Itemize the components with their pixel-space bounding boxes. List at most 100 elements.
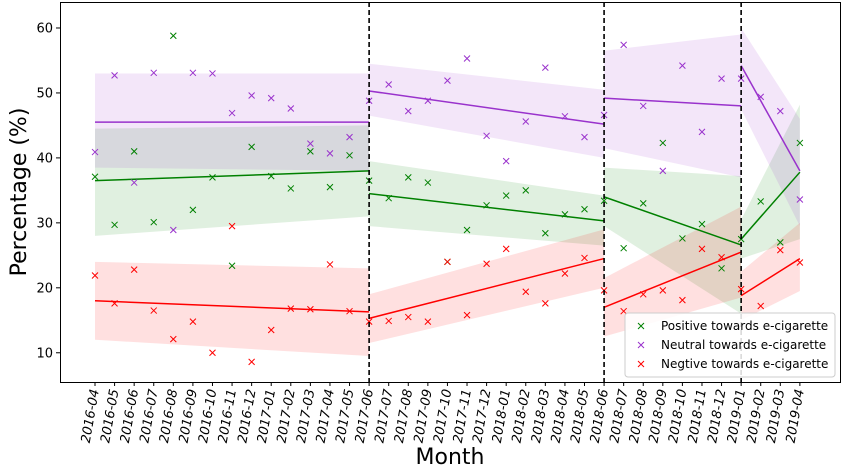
x-axis-title: Month	[416, 445, 485, 470]
legend-box	[624, 312, 836, 378]
point-series2-33	[737, 285, 745, 293]
y-axis-ticks: 10 20 30 40 50 60	[36, 21, 60, 361]
point-series1-11	[307, 140, 314, 147]
point-series1-15	[385, 81, 393, 88]
band-series0-seg1	[369, 161, 605, 246]
point-series0-27	[620, 244, 628, 252]
point-series0-16	[404, 174, 412, 181]
point-series0-1	[111, 221, 118, 229]
point-series0-7	[228, 262, 236, 270]
point-series1-17	[424, 97, 432, 105]
point-series2-14	[365, 318, 373, 325]
point-series2-13	[346, 307, 353, 315]
point-series0-25	[581, 205, 588, 213]
point-series0-5	[189, 206, 197, 214]
point-series2-5	[189, 318, 197, 325]
point-series1-8	[248, 92, 255, 99]
point-series0-12	[326, 183, 334, 191]
point-series1-13	[346, 133, 353, 141]
legend: Positive towards e-cigarette Neutral towa…	[624, 312, 836, 378]
point-series1-2	[130, 179, 138, 186]
point-series1-25	[581, 133, 588, 141]
point-series1-9	[267, 94, 275, 102]
point-series0-8	[248, 143, 255, 151]
point-series2-20	[483, 260, 490, 268]
point-series1-18	[444, 77, 451, 84]
point-series2-21	[502, 245, 510, 253]
trend-series2-seg1	[368, 257, 605, 320]
point-series2-16	[404, 313, 412, 321]
point-series2-11	[307, 305, 314, 313]
point-series2-2	[130, 266, 138, 273]
band-series2-seg3	[741, 222, 800, 321]
point-series0-29	[659, 139, 667, 147]
trend-series0-seg3	[740, 171, 801, 240]
point-series1-7	[228, 109, 236, 117]
trend-series2-seg2	[603, 251, 742, 308]
point-series2-23	[541, 300, 549, 307]
point-series2-7	[228, 222, 236, 230]
point-series0-4	[169, 32, 177, 40]
x-axis-ticks: 2016-042016-052016-062016-072016-082016-…	[79, 382, 808, 444]
point-series0-15	[385, 194, 393, 202]
point-series0-11	[307, 148, 314, 155]
point-series2-1	[111, 300, 118, 307]
point-series2-3	[150, 307, 158, 314]
plot-frame	[60, 2, 841, 383]
point-series2-29	[659, 287, 667, 294]
point-series0-13	[346, 151, 353, 159]
point-series1-27	[620, 41, 628, 49]
y-tick-label-2: 30	[36, 216, 53, 231]
band-series0-seg0	[95, 125, 370, 236]
point-series0-21	[502, 192, 510, 199]
point-series1-34	[757, 93, 765, 101]
point-series2-36	[796, 259, 804, 266]
point-series0-26	[600, 197, 608, 205]
legend-label-1: Neutral towards e-cigarette	[661, 338, 826, 352]
point-series0-35	[776, 238, 784, 246]
point-series2-35	[776, 246, 784, 254]
y-tick-label-1: 20	[36, 281, 53, 296]
point-series1-36	[796, 196, 804, 203]
legend-marker-1	[637, 341, 645, 349]
point-series0-24	[561, 211, 569, 218]
data-points	[91, 32, 804, 366]
point-series1-20	[483, 132, 490, 140]
point-series1-0	[91, 148, 99, 156]
point-series1-28	[639, 102, 647, 110]
band-series2-seg0	[95, 261, 370, 357]
legend-label-2: Negtive towards e-cigarette	[661, 357, 828, 371]
legend-marker-2	[637, 360, 645, 368]
trend-series0-seg1	[369, 192, 605, 222]
point-series2-0	[91, 272, 99, 279]
point-series2-17	[424, 318, 432, 325]
point-series1-16	[404, 107, 412, 115]
point-series1-32	[718, 75, 725, 83]
point-series0-23	[541, 229, 549, 237]
point-series1-4	[169, 226, 177, 234]
point-series2-12	[326, 261, 334, 268]
point-series0-2	[130, 148, 138, 155]
point-series0-3	[150, 218, 158, 226]
confidence-bands	[95, 27, 800, 357]
point-series0-28	[639, 200, 647, 207]
point-series0-10	[287, 185, 295, 192]
point-series2-8	[248, 358, 255, 366]
point-series0-17	[424, 179, 432, 186]
point-series1-30	[679, 62, 686, 70]
x-tick-label-36: 2019-04	[784, 388, 808, 444]
point-series2-32	[718, 253, 725, 261]
point-series1-3	[150, 69, 158, 77]
point-series0-6	[209, 174, 216, 181]
y-tick-label-3: 40	[36, 151, 53, 166]
point-series2-6	[209, 349, 216, 357]
trend-series0-seg2	[603, 196, 742, 246]
legend-label-0: Positive towards e-cigarette	[661, 319, 828, 333]
band-series1-seg1	[369, 63, 605, 158]
band-series2-seg1	[369, 229, 605, 344]
band-series2-seg2	[604, 206, 742, 337]
point-series1-10	[287, 105, 295, 112]
point-series2-10	[287, 305, 295, 312]
point-series2-28	[639, 290, 647, 298]
trend-series2-seg3	[740, 257, 801, 297]
